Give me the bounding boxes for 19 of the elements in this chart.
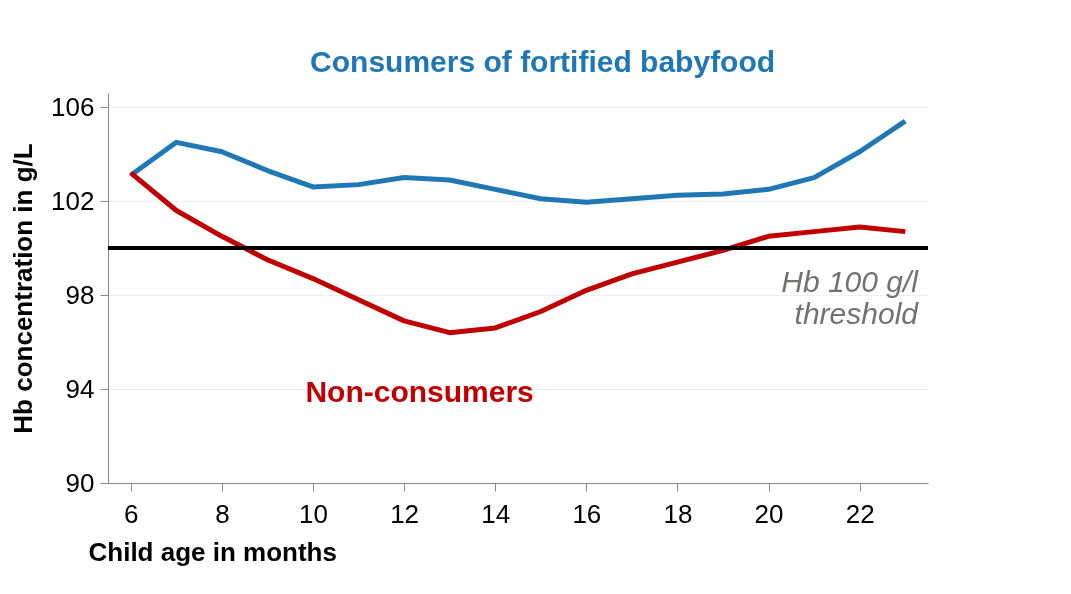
x-tick-label: 20 [754, 498, 784, 529]
x-tick-label: 22 [845, 498, 875, 529]
y-tick-label: 102 [51, 185, 95, 216]
y-axis-title: Hb concentration in g/L [8, 143, 39, 434]
x-tick-label: 12 [390, 498, 420, 529]
x-tick-label: 6 [124, 498, 139, 529]
y-tick-label: 98 [65, 279, 95, 310]
x-tick-label: 10 [299, 498, 328, 529]
ref-line-label: Hb 100 g/l threshold [781, 265, 920, 331]
y-tick-label: 94 [65, 373, 95, 404]
y-tick-label: 90 [65, 467, 95, 498]
x-axis-title: Child age in months [88, 536, 337, 567]
x-tick-label: 8 [215, 498, 230, 529]
x-tick-label: 14 [481, 498, 511, 529]
x-tick-label: 18 [663, 498, 693, 529]
text: Consumers of fortified babyfood [310, 45, 776, 78]
x-tick-label: 16 [572, 498, 602, 529]
y-tick-label: 106 [51, 91, 95, 122]
series-label: Non-consumers [305, 375, 534, 408]
